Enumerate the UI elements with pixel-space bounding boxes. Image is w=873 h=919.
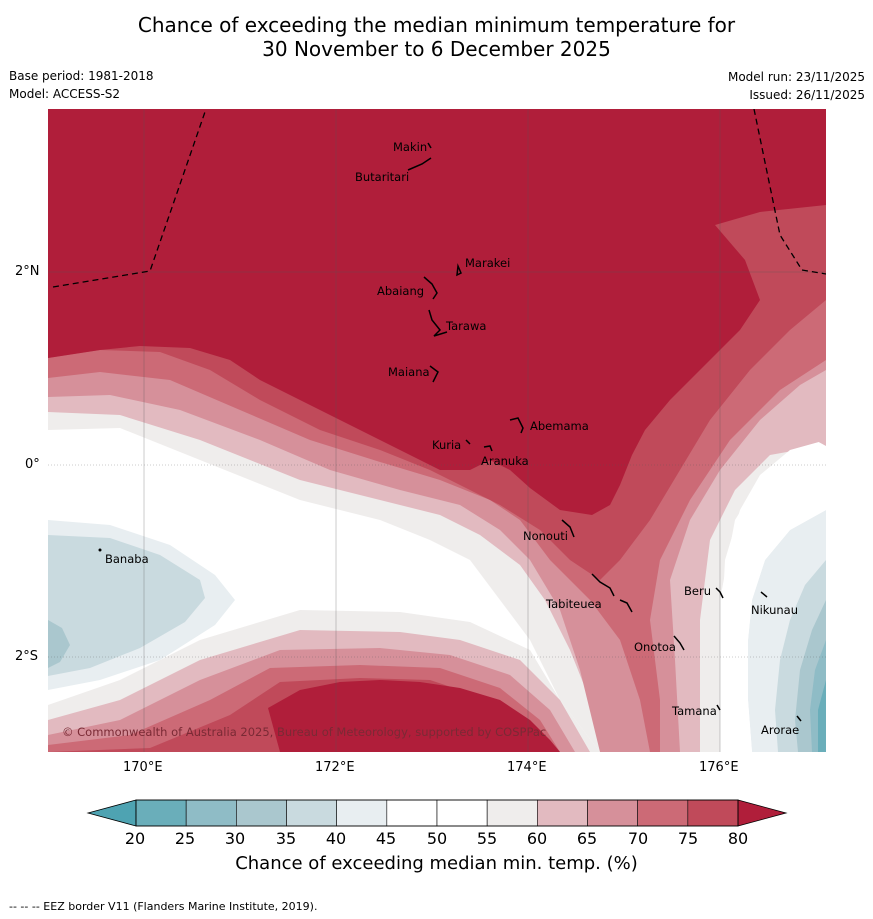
copyright-notice: © Commonwealth of Australia 2025, Bureau… [62, 725, 546, 739]
eez-border [52, 109, 826, 288]
colorbar-cell [236, 799, 287, 827]
colorbar-tick: 55 [476, 829, 498, 848]
colorbar-cell [587, 799, 638, 827]
colorbar-label: Chance of exceeding median min. temp. (%… [235, 853, 638, 874]
colorbar-tick: 60 [526, 829, 548, 848]
colorbar-cell [436, 799, 488, 827]
band-20-25-east [818, 680, 826, 752]
colorbar-cell [336, 799, 388, 827]
lon-label-172: 172°E [315, 760, 355, 775]
island-label: Kuria [432, 438, 461, 452]
lat-label-2s: 2°S [15, 649, 39, 664]
band-60-65-east [815, 432, 826, 446]
base-period: Base period: 1981-2018 [9, 69, 154, 83]
colorbar [86, 799, 788, 827]
colorbar-cell [486, 799, 538, 827]
graticule [48, 109, 826, 752]
banaba-marker [98, 548, 102, 552]
colorbar-cell [687, 799, 739, 827]
issued-date: Issued: 26/11/2025 [749, 88, 865, 102]
model-name: Model: ACCESS-S2 [9, 87, 121, 101]
colorbar-tick: 70 [627, 829, 649, 848]
colorbar-tick: 40 [325, 829, 347, 848]
island-label: Marakei [465, 256, 510, 270]
island-label: Butaritari [355, 170, 409, 184]
lon-label-174: 174°E [507, 760, 547, 775]
island-label: Maiana [388, 365, 430, 379]
map-title-line-1: Chance of exceeding the median minimum t… [137, 13, 736, 37]
colorbar-tick: 25 [174, 829, 196, 848]
colorbar-tick: 80 [727, 829, 749, 848]
colorbar-tick: 65 [576, 829, 598, 848]
band-30-35-west [48, 620, 70, 668]
eez-border-legend: -- -- -- EEZ border V11 (Flanders Marine… [9, 900, 318, 913]
lon-label-176: 176°E [699, 760, 739, 775]
colorbar-frame [135, 799, 739, 827]
island-label: Tabiteuea [545, 597, 602, 611]
island-label: Makin [393, 140, 427, 154]
colorbar-under-arrow [86, 799, 137, 827]
band-35-40-west [48, 535, 205, 676]
band-45-55-east [722, 440, 826, 752]
colorbar-tick: 75 [677, 829, 699, 848]
colorbar-over-arrow [737, 799, 788, 827]
map-title-line-2: 30 November to 6 December 2025 [262, 37, 611, 61]
colorbar-cell [386, 799, 438, 827]
island-label: Banaba [105, 552, 149, 566]
colorbar-cell [637, 799, 689, 827]
island-outlines [407, 142, 802, 722]
lat-label-0: 0° [25, 457, 40, 472]
island-label: Tamana [671, 704, 717, 718]
colorbar-cell [135, 799, 187, 827]
lon-label-170: 170°E [123, 760, 163, 775]
island-label: Tarawa [445, 319, 486, 333]
island-label: Beru [684, 584, 711, 598]
colorbar-tick: 30 [224, 829, 246, 848]
colorbar-cell [537, 799, 588, 827]
band-over-80-south [268, 680, 560, 752]
band-over-80 [48, 109, 826, 515]
island-label: Onotoa [634, 640, 676, 654]
island-label: Aranuka [481, 454, 529, 468]
colorbar-cell [286, 799, 337, 827]
colorbar-tick: 45 [375, 829, 397, 848]
island-label: Nikunau [751, 603, 798, 617]
island-label: Nonouti [523, 529, 568, 543]
island-label: Abaiang [377, 284, 424, 298]
island-label: Abemama [530, 419, 589, 433]
colorbar-tick: 20 [124, 829, 146, 848]
model-run: Model run: 23/11/2025 [727, 70, 865, 84]
colorbar-cell [185, 799, 237, 827]
colorbar-tick: 50 [426, 829, 448, 848]
lat-label-2n: 2°N [15, 264, 40, 279]
island-label: Arorae [761, 723, 799, 737]
colorbar-tick: 35 [275, 829, 297, 848]
